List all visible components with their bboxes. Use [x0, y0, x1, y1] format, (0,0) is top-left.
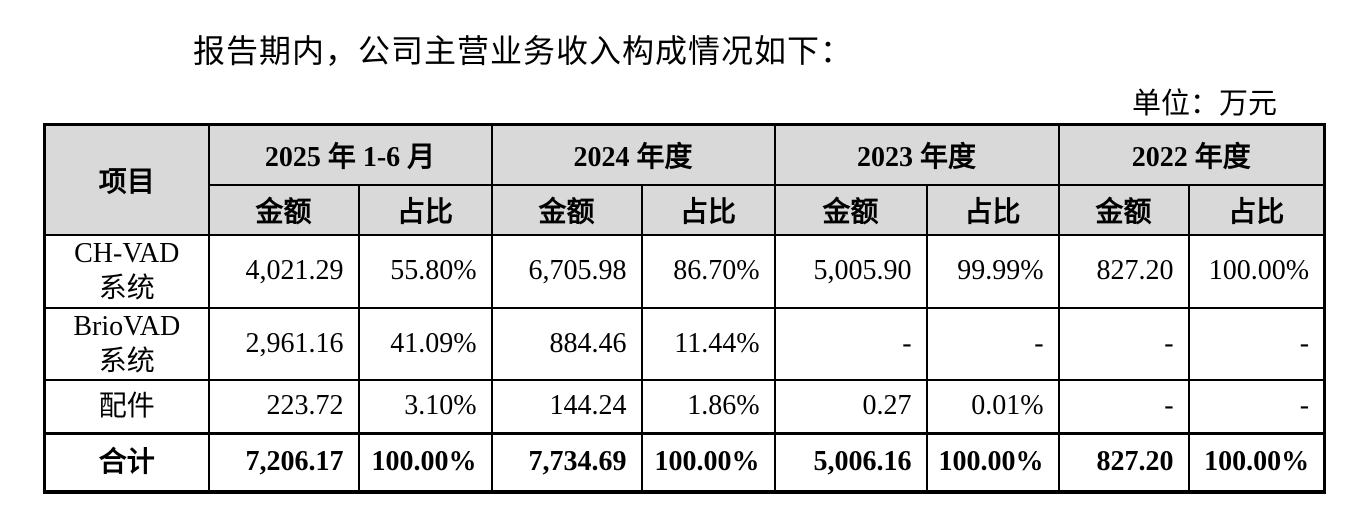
amount-cell: 4,021.29 — [207, 233, 360, 309]
amount-header-2022: 金额 — [1057, 183, 1190, 236]
ratio-cell: 99.99% — [925, 233, 1060, 309]
amount-cell: 5,006.16 — [773, 432, 928, 493]
amount-header-2024: 金额 — [490, 183, 643, 236]
amount-cell: 2,961.16 — [207, 306, 360, 381]
revenue-composition-table: 项目 2025 年 1-6 月 2024 年度 2023 年度 2022 年度 … — [43, 123, 1327, 494]
ratio-cell: 3.10% — [357, 378, 493, 435]
ratio-cell: 100.00% — [357, 432, 493, 493]
intro-paragraph: 报告期内，公司主营业务收入构成情况如下： — [193, 33, 854, 69]
ratio-cell: - — [925, 306, 1060, 381]
unit-label: 单位：万元 — [1131, 88, 1277, 120]
ratio-header-2025: 占比 — [357, 183, 493, 236]
table-row-total: 合计 7,206.17 100.00% 7,734.69 100.00% 5,0… — [43, 432, 1326, 493]
amount-cell: 827.20 — [1057, 233, 1190, 309]
ratio-cell: - — [1187, 378, 1326, 435]
amount-cell: - — [1057, 306, 1190, 381]
amount-cell: 5,005.90 — [773, 233, 928, 309]
amount-cell: 7,734.69 — [490, 432, 643, 493]
table-row-ch-vad: CH-VAD 系统 4,021.29 55.80% 6,705.98 86.70… — [43, 233, 1326, 309]
table-header-subrow: 金额 占比 金额 占比 金额 占比 金额 占比 — [45, 183, 1326, 236]
amount-cell: - — [773, 306, 928, 381]
row-label: BrioVAD 系统 — [43, 306, 210, 381]
period-header-2023: 2023 年度 — [773, 123, 1060, 186]
period-header-2024: 2024 年度 — [490, 123, 776, 186]
amount-cell: 827.20 — [1057, 432, 1190, 493]
period-header-2025: 2025 年 1-6 月 — [207, 123, 493, 186]
amount-header-2025: 金额 — [207, 183, 360, 236]
amount-cell: 144.24 — [490, 378, 643, 435]
table-row-accessories: 配件 223.72 3.10% 144.24 1.86% 0.27 0.01% … — [43, 378, 1326, 435]
amount-cell: 223.72 — [207, 378, 360, 435]
ratio-cell: 100.00% — [640, 432, 776, 493]
amount-cell: - — [1057, 378, 1190, 435]
ratio-cell: 100.00% — [925, 432, 1060, 493]
total-row-label: 合计 — [43, 432, 210, 493]
amount-cell: 6,705.98 — [490, 233, 643, 309]
ratio-cell: 55.80% — [357, 233, 493, 309]
amount-cell: 7,206.17 — [207, 432, 360, 493]
row-label: 配件 — [43, 378, 210, 435]
ratio-cell: 86.70% — [640, 233, 776, 309]
table-row-briovad: BrioVAD 系统 2,961.16 41.09% 884.46 11.44%… — [43, 306, 1326, 381]
ratio-cell: - — [1187, 306, 1326, 381]
amount-cell: 0.27 — [773, 378, 928, 435]
ratio-cell: 11.44% — [640, 306, 776, 381]
ratio-header-2023: 占比 — [925, 183, 1060, 236]
ratio-header-2022: 占比 — [1187, 183, 1326, 236]
ratio-cell: 100.00% — [1187, 432, 1326, 493]
ratio-cell: 100.00% — [1187, 233, 1326, 309]
ratio-cell: 41.09% — [357, 306, 493, 381]
table-header-period-row: 项目 2025 年 1-6 月 2024 年度 2023 年度 2022 年度 — [43, 123, 1326, 236]
item-column-header: 项目 — [43, 123, 210, 236]
row-label: CH-VAD 系统 — [43, 233, 210, 309]
ratio-cell: 1.86% — [640, 378, 776, 435]
amount-cell: 884.46 — [490, 306, 643, 381]
amount-header-2023: 金额 — [773, 183, 928, 236]
ratio-cell: 0.01% — [925, 378, 1060, 435]
period-header-2022: 2022 年度 — [1057, 123, 1326, 186]
ratio-header-2024: 占比 — [640, 183, 776, 236]
